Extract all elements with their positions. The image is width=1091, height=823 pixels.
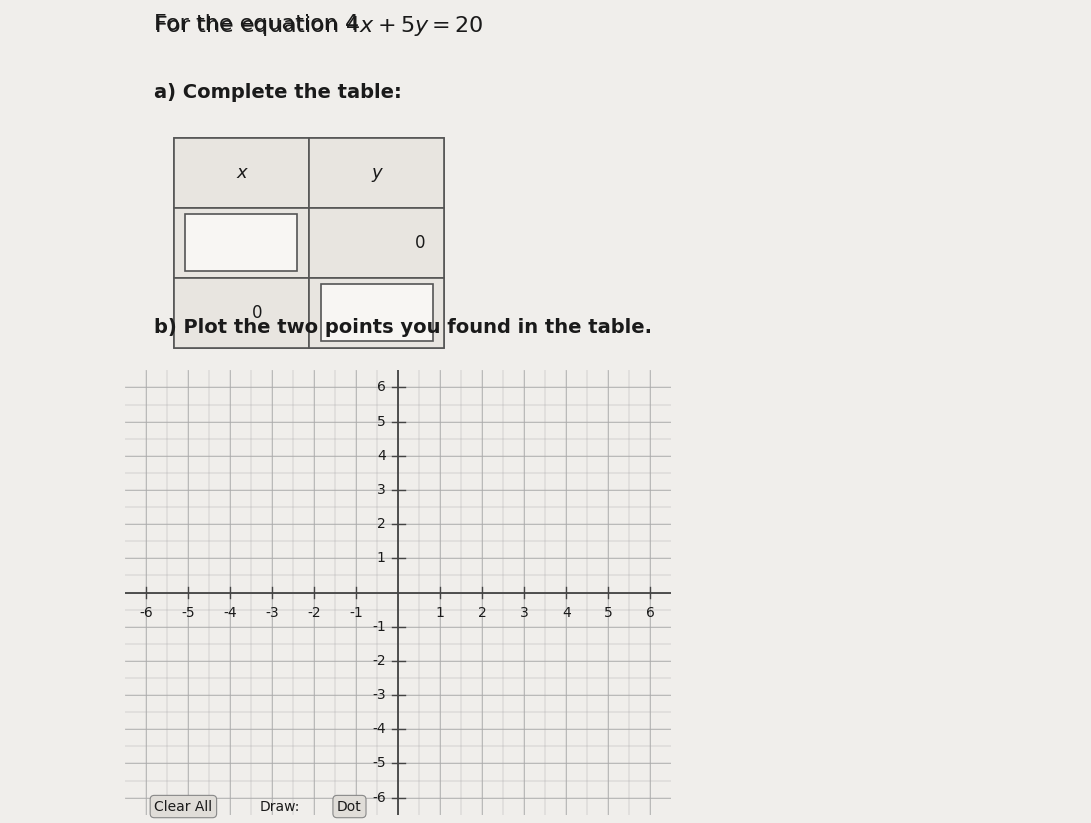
- Text: Clear All: Clear All: [154, 799, 213, 814]
- Text: -4: -4: [224, 607, 237, 621]
- Bar: [309, 137, 444, 207]
- Text: -3: -3: [265, 607, 279, 621]
- Text: -5: -5: [372, 756, 386, 770]
- Text: 6: 6: [646, 607, 655, 621]
- Text: -6: -6: [372, 791, 386, 805]
- Text: -5: -5: [181, 607, 195, 621]
- Text: 3: 3: [520, 607, 529, 621]
- Bar: [185, 214, 298, 271]
- Text: 4: 4: [562, 607, 571, 621]
- Text: 5: 5: [603, 607, 612, 621]
- Bar: [173, 137, 309, 207]
- Text: -1: -1: [349, 607, 363, 621]
- Text: -4: -4: [372, 723, 386, 737]
- Text: For the equation 4: For the equation 4: [155, 15, 360, 35]
- Text: -6: -6: [140, 607, 154, 621]
- Text: -1: -1: [372, 620, 386, 634]
- Bar: [309, 277, 444, 347]
- Text: For the equation $4x + 5y = 20$: For the equation $4x + 5y = 20$: [155, 15, 484, 39]
- Text: 3: 3: [377, 483, 386, 497]
- Bar: [321, 284, 432, 341]
- Text: x: x: [236, 164, 247, 182]
- Text: -3: -3: [372, 688, 386, 702]
- Text: 0: 0: [415, 234, 425, 252]
- Text: 6: 6: [376, 380, 386, 394]
- Text: -2: -2: [372, 654, 386, 668]
- Text: b) Plot the two points you found in the table.: b) Plot the two points you found in the …: [155, 318, 652, 337]
- Bar: [173, 137, 444, 347]
- Text: 2: 2: [478, 607, 487, 621]
- Text: Dot: Dot: [337, 799, 362, 814]
- Text: a) Complete the table:: a) Complete the table:: [155, 83, 403, 102]
- Text: 0: 0: [252, 304, 263, 322]
- Text: 1: 1: [436, 607, 445, 621]
- Bar: [173, 277, 309, 347]
- Text: y: y: [371, 164, 382, 182]
- Text: Draw:: Draw:: [260, 799, 300, 814]
- Bar: [309, 207, 444, 277]
- Text: 5: 5: [377, 415, 386, 429]
- Bar: [173, 207, 309, 277]
- Text: 2: 2: [377, 517, 386, 531]
- Text: 4: 4: [377, 449, 386, 463]
- Text: 1: 1: [376, 551, 386, 565]
- Text: -2: -2: [308, 607, 321, 621]
